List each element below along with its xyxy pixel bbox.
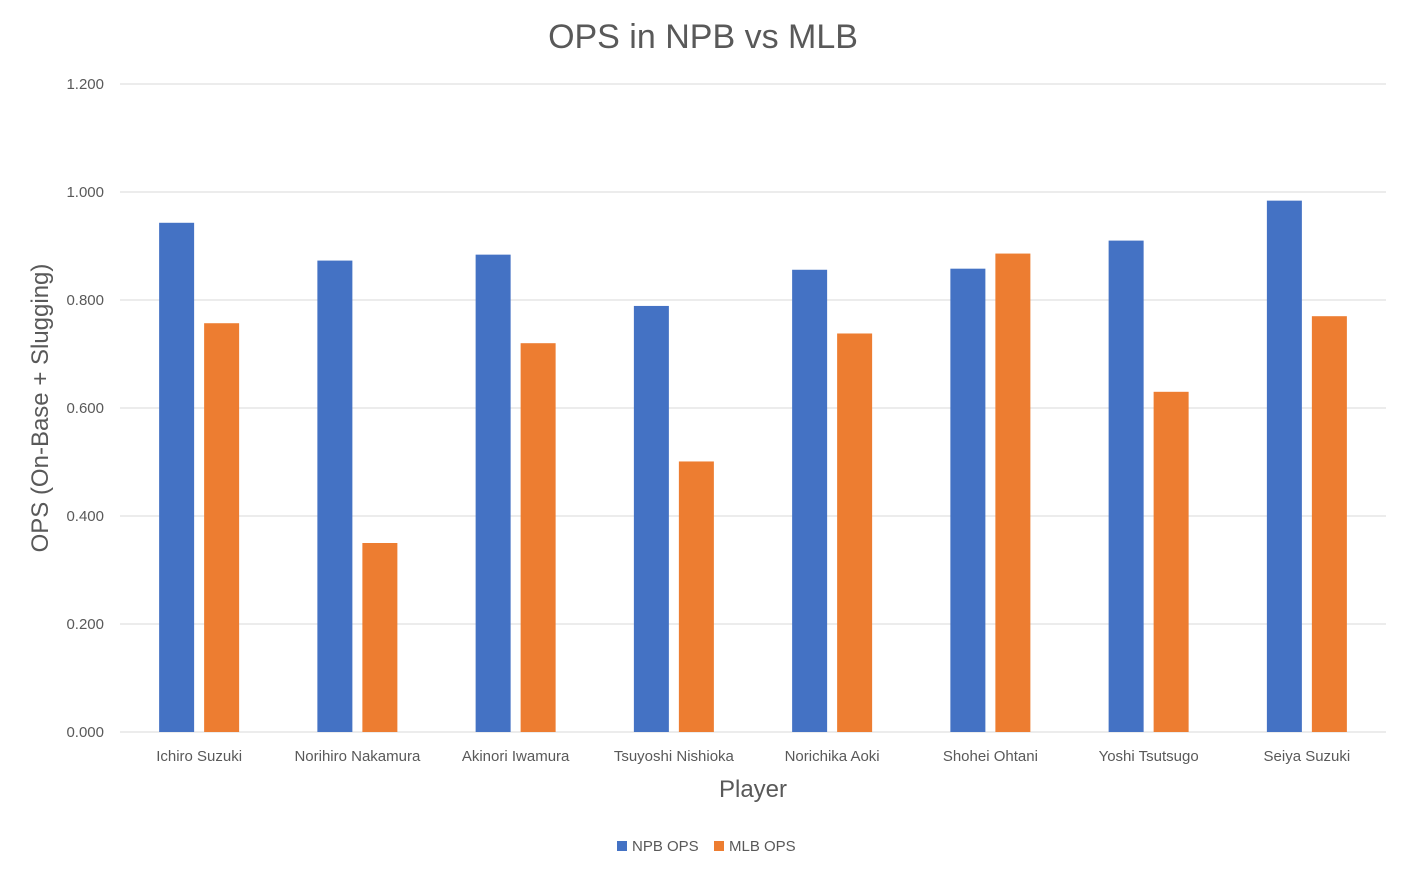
bar-mlb-7 — [1311, 316, 1347, 732]
x-axis-ticks: Ichiro Suzuki Norihiro Nakamura Akinori Iw… — [156, 748, 1350, 765]
y-axis-ticks: 0.000 0.200 0.400 0.600 0.800 1.000 1.200 — [66, 76, 104, 741]
bar-mlb-2 — [520, 343, 556, 732]
x-tick-label: Akinori Iwamura — [462, 748, 570, 765]
legend-label-npb: NPB OPS — [632, 838, 699, 855]
y-tick-label: 1.000 — [66, 184, 104, 201]
x-tick-label: Norichika Aoki — [785, 748, 880, 765]
x-tick-label: Ichiro Suzuki — [156, 748, 242, 765]
gridlines — [120, 83, 1386, 733]
legend: NPB OPS MLB OPS — [617, 838, 796, 855]
x-tick-label: Tsuyoshi Nishioka — [614, 748, 735, 765]
x-axis-title: Player — [719, 776, 787, 803]
y-tick-label: 0.000 — [66, 724, 104, 741]
bar-mlb-6 — [1153, 391, 1189, 732]
chart-title: OPS in NPB vs MLB — [548, 18, 858, 56]
y-axis-title: OPS (On-Base + Slugging) — [27, 264, 54, 553]
bar-npb-3 — [633, 305, 669, 732]
y-tick-label: 1.200 — [66, 76, 104, 93]
bar-npb-1 — [317, 260, 353, 732]
x-tick-label: Shohei Ohtani — [943, 748, 1038, 765]
legend-swatch-npb — [617, 841, 627, 851]
bar-npb-0 — [159, 222, 195, 732]
bar-mlb-4 — [837, 333, 873, 732]
bars — [159, 200, 1347, 732]
y-tick-label: 0.200 — [66, 616, 104, 633]
bar-npb-2 — [475, 254, 511, 732]
bar-mlb-5 — [995, 253, 1031, 732]
bar-mlb-0 — [204, 323, 240, 732]
bar-npb-4 — [792, 269, 828, 732]
bar-npb-6 — [1108, 240, 1144, 732]
bar-mlb-1 — [362, 543, 398, 732]
bar-npb-5 — [950, 268, 986, 732]
x-tick-label: Norihiro Nakamura — [294, 748, 421, 765]
legend-swatch-mlb — [714, 841, 724, 851]
bar-npb-7 — [1266, 200, 1302, 732]
legend-label-mlb: MLB OPS — [729, 838, 796, 855]
x-tick-label: Seiya Suzuki — [1264, 748, 1351, 765]
y-tick-label: 0.600 — [66, 400, 104, 417]
x-tick-label: Yoshi Tsutsugo — [1099, 748, 1199, 765]
y-tick-label: 0.800 — [66, 292, 104, 309]
bar-mlb-3 — [678, 461, 714, 732]
y-tick-label: 0.400 — [66, 508, 104, 525]
